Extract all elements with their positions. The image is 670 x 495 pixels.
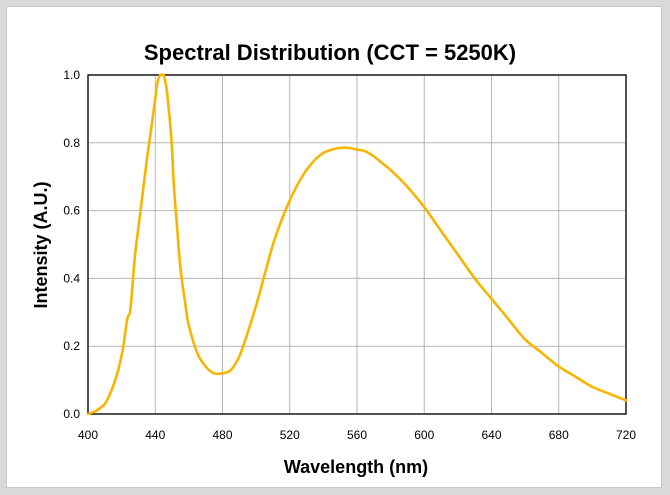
x-tick-label: 600 xyxy=(414,428,434,442)
x-tick-label: 640 xyxy=(481,428,501,442)
y-tick-label: 0.8 xyxy=(63,136,80,150)
y-tick-label: 0.6 xyxy=(63,204,80,218)
y-axis-label: Intensity (A.U.) xyxy=(31,181,51,308)
x-tick-label: 560 xyxy=(347,428,367,442)
x-tick-label: 480 xyxy=(212,428,232,442)
y-tick-label: 0.2 xyxy=(63,339,80,353)
x-tick-label: 720 xyxy=(616,428,636,442)
y-tick-label: 0.0 xyxy=(63,407,80,421)
x-tick-label: 440 xyxy=(145,428,165,442)
plot-area: 400 440 480 520 560 600 640 680 720 0.0 0.2 0.4 0.6 0… xyxy=(63,68,636,442)
y-tick-label: 0.4 xyxy=(63,271,80,285)
x-tick-label: 400 xyxy=(78,428,98,442)
x-tick-label: 680 xyxy=(549,428,569,442)
y-tick-label: 1.0 xyxy=(63,68,80,82)
x-tick-label: 520 xyxy=(280,428,300,442)
plot-border xyxy=(87,74,627,415)
spectrum-line xyxy=(86,73,628,416)
x-axis-label: Wavelength (nm) xyxy=(284,457,428,477)
chart-title: Spectral Distribution (CCT = 5250K) xyxy=(144,40,516,65)
